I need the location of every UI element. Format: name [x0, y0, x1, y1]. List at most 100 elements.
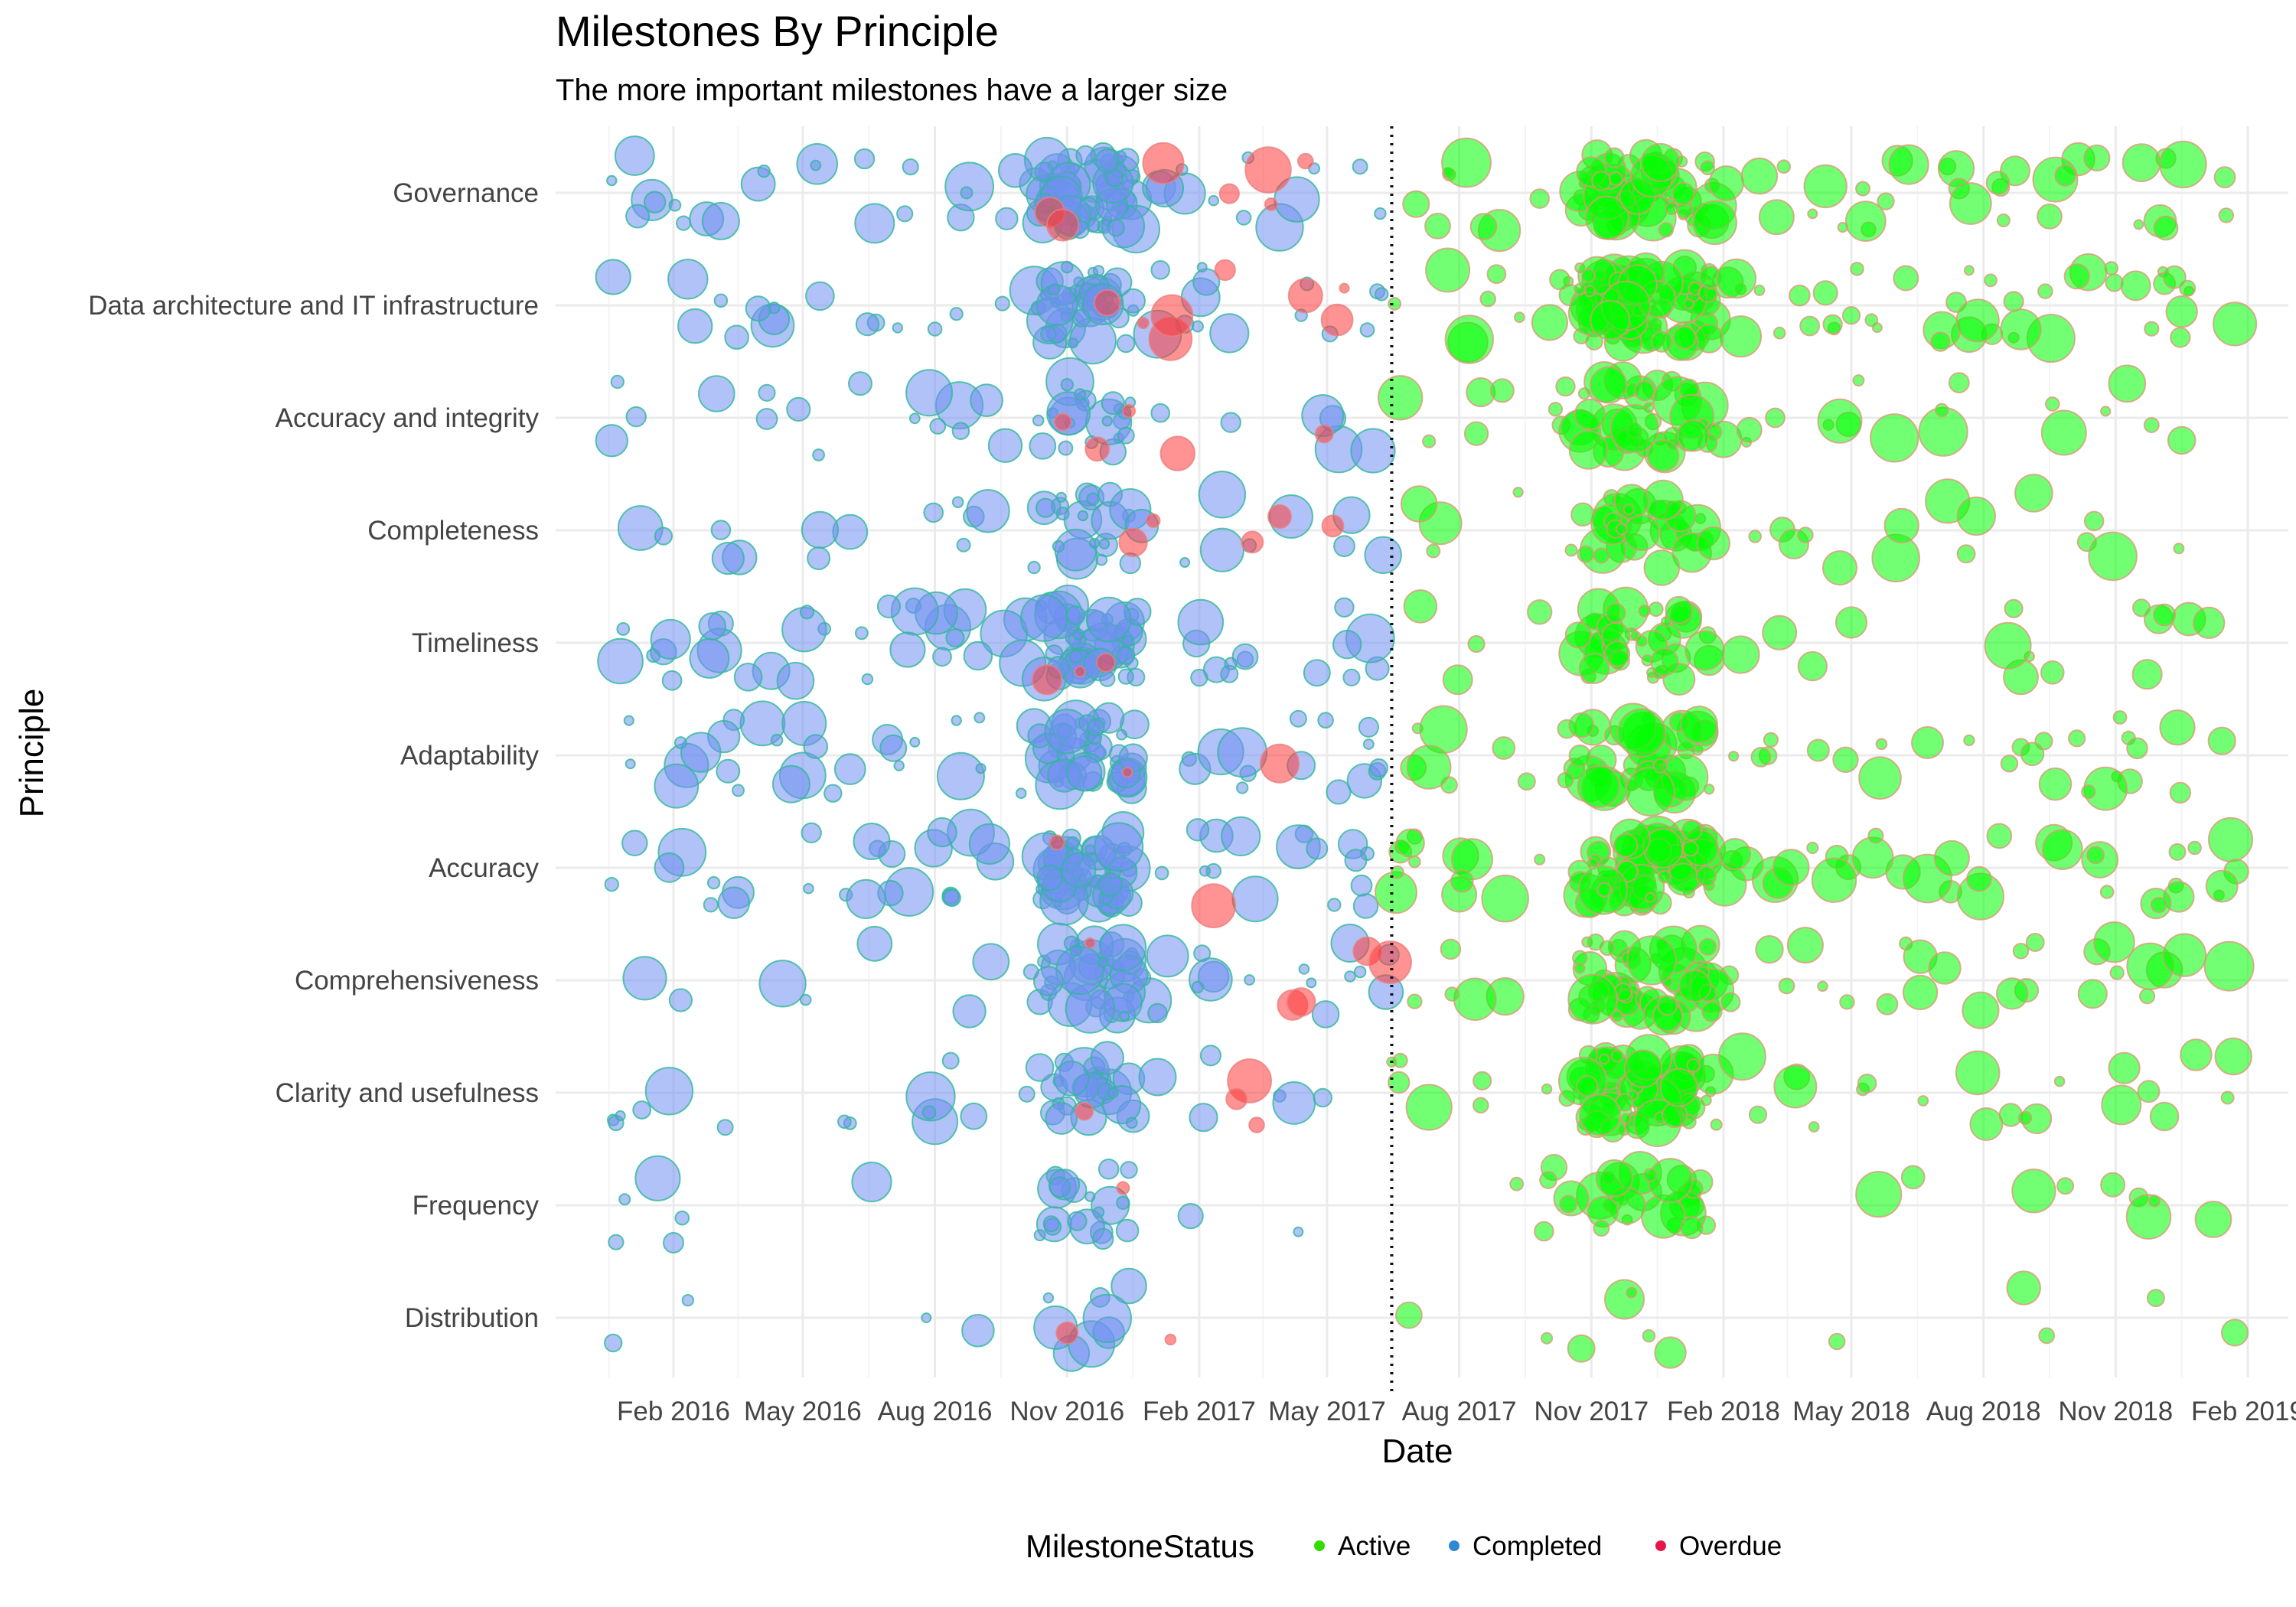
milestone-point-active: [1402, 190, 1430, 218]
milestone-point-active: [1400, 485, 1438, 523]
milestone-point-active: [1686, 1058, 1701, 1073]
milestone-point-active: [2144, 321, 2160, 337]
milestone-point-active: [1517, 772, 1536, 791]
milestone-point-active: [2004, 598, 2024, 618]
milestone-point-completed: [987, 428, 1023, 463]
milestone-point-active: [1773, 326, 1786, 340]
milestone-point-completed: [674, 1210, 690, 1226]
milestone-point-active: [1758, 199, 1795, 236]
milestone-point-active: [2132, 598, 2151, 618]
milestone-point-completed: [810, 159, 822, 171]
data-points: [595, 135, 2258, 1372]
milestone-point-completed: [1119, 1010, 1130, 1022]
milestone-point-active: [1666, 862, 1700, 896]
milestone-point-active: [1616, 708, 1667, 758]
milestone-point-completed: [755, 408, 778, 430]
y-tick-label: Comprehensiveness: [295, 966, 539, 996]
milestone-point-overdue: [1339, 282, 1350, 294]
milestone-point-active: [1956, 544, 1976, 564]
milestone-point-active: [1638, 605, 1651, 618]
milestone-point-active: [2011, 1169, 2056, 1214]
milestone-point-active: [1646, 439, 1680, 472]
milestone-point-completed: [879, 734, 908, 762]
milestone-point-completed: [902, 158, 919, 176]
milestone-point-completed: [643, 191, 667, 214]
milestone-point-completed: [848, 371, 872, 396]
milestone-point-active: [1626, 935, 1677, 986]
milestone-point-completed: [632, 1100, 652, 1120]
milestone-point-completed: [905, 1071, 956, 1122]
x-tick-label: Feb 2017: [1143, 1397, 1256, 1426]
milestone-point-completed: [1344, 970, 1356, 983]
milestone-point-active: [1654, 1336, 1687, 1369]
milestone-point-completed: [1313, 1087, 1333, 1108]
milestone-point-active: [2068, 729, 2086, 748]
milestone-point-completed: [1177, 598, 1225, 646]
milestone-point-active: [1917, 1095, 1929, 1107]
milestone-point-active: [1642, 479, 1684, 521]
milestone-point-active: [1698, 937, 1717, 956]
milestone-point-active: [2042, 829, 2083, 870]
milestone-point-completed: [623, 715, 634, 726]
milestone-point-active: [1567, 973, 1619, 1025]
milestone-point-completed: [853, 823, 891, 860]
milestone-point-active: [2131, 659, 2163, 690]
milestone-point-active: [1659, 1068, 1699, 1107]
x-tick-label: Nov 2018: [2058, 1397, 2173, 1426]
milestone-point-completed: [1058, 440, 1074, 456]
milestone-point-active: [2054, 165, 2076, 187]
milestone-point-active: [1822, 314, 1843, 334]
milestone-point-overdue: [1031, 664, 1063, 696]
milestone-point-active: [1405, 1084, 1453, 1131]
milestone-point-active: [1877, 192, 1895, 210]
milestone-point-completed: [799, 993, 812, 1006]
milestone-point-active: [2038, 1327, 2056, 1345]
milestone-point-completed: [927, 321, 943, 337]
milestone-point-active: [1479, 290, 1496, 308]
milestone-point-active: [1786, 927, 1824, 964]
milestone-point-completed: [997, 153, 1033, 188]
milestone-point-active: [2187, 840, 2202, 856]
milestone-point-completed: [1150, 260, 1170, 280]
milestone-point-completed: [1186, 818, 1210, 842]
milestone-point-completed: [667, 259, 709, 300]
milestone-point-active: [2000, 308, 2042, 350]
milestone-point-completed: [668, 988, 693, 1012]
milestone-point-completed: [966, 489, 1010, 533]
milestone-point-completed: [1350, 428, 1396, 474]
milestone-point-active: [2108, 1051, 2141, 1084]
milestone-point-completed: [1061, 852, 1097, 888]
milestone-point-active: [1648, 601, 1664, 618]
milestone-point-completed: [717, 886, 751, 919]
milestone-point-overdue: [1159, 435, 1196, 471]
milestone-point-completed: [1085, 596, 1132, 643]
milestone-point-completed: [944, 161, 994, 212]
milestone-point-active: [1852, 374, 1865, 387]
milestone-point-completed: [853, 148, 876, 170]
milestone-point-active: [2162, 933, 2207, 977]
milestone-point-active: [2221, 1319, 2249, 1347]
milestone-point-active: [1529, 188, 1550, 209]
milestone-point-completed: [1040, 325, 1057, 343]
milestone-point-active: [2173, 543, 2185, 555]
milestone-point-completed: [1094, 822, 1144, 872]
milestone-point-active: [1634, 380, 1655, 402]
milestone-point-active: [1481, 874, 1529, 923]
milestone-point-active: [1955, 1050, 2001, 1096]
milestone-point-completed: [1352, 158, 1368, 175]
milestone-point-completed: [1097, 1159, 1120, 1180]
milestone-point-completed: [1327, 898, 1342, 912]
milestone-point-active: [1611, 1009, 1623, 1022]
milestone-point-active: [1408, 855, 1421, 869]
milestone-point-active: [1928, 951, 1962, 985]
milestone-point-overdue: [1214, 259, 1236, 282]
milestone-point-completed: [1116, 729, 1127, 741]
milestone-point-active: [1888, 144, 1929, 185]
milestone-point-active: [1587, 933, 1605, 951]
milestone-point-completed: [1364, 536, 1402, 574]
milestone-point-active: [1440, 938, 1462, 960]
milestone-point-completed: [846, 878, 886, 920]
milestone-point-active: [1817, 398, 1863, 444]
x-tick-label: Feb 2016: [617, 1397, 730, 1426]
milestone-point-active: [1870, 413, 1919, 463]
